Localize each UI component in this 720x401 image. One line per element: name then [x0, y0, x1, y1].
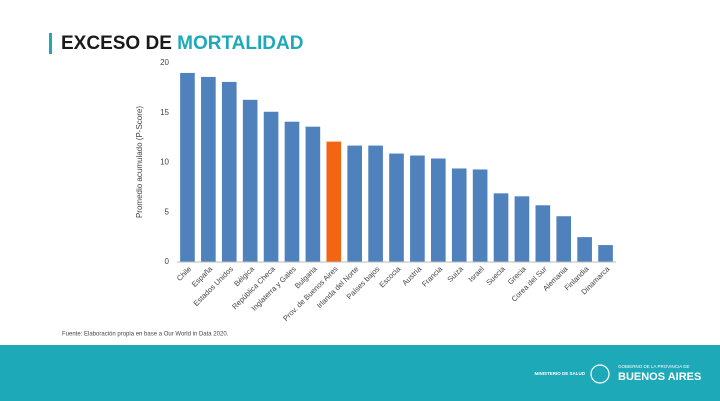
bar: [326, 141, 342, 262]
bar: [472, 169, 488, 262]
bar: [284, 121, 300, 262]
bar: [556, 216, 572, 262]
government-label: GOBIERNO DE LA PROVINCIA DE: [618, 364, 690, 369]
y-tick-label: 15: [160, 108, 169, 117]
title-prefix: EXCESO DE: [61, 33, 172, 54]
bar: [305, 126, 321, 263]
source-note: Fuente: Elaboración propia en base a Our…: [62, 332, 229, 338]
bar: [221, 81, 237, 262]
y-tick-label: 20: [160, 58, 169, 67]
y-tick-label: 10: [160, 158, 169, 167]
title-accent: [49, 33, 52, 54]
bar: [242, 99, 258, 262]
bar: [410, 155, 425, 262]
slide-title: EXCESO DE MORTALIDAD: [61, 33, 303, 54]
ministry-label: MINISTERIO DE SALUD: [534, 371, 585, 376]
bar: [180, 72, 195, 262]
bar: [514, 196, 530, 262]
bar: [493, 193, 509, 262]
bar: [535, 205, 551, 262]
bar: [263, 111, 279, 262]
bar: [451, 168, 467, 262]
bar: [598, 245, 613, 262]
bar: [577, 237, 592, 262]
y-tick-label: 0: [165, 257, 170, 266]
province-label: BUENOS AIRES: [618, 371, 701, 383]
bar: [389, 153, 404, 262]
bar: [368, 145, 383, 262]
y-axis-label: Promedio acumulado (P-Score): [135, 106, 144, 218]
bar: [201, 76, 216, 263]
title-highlight: MORTALIDAD: [177, 33, 303, 54]
bar: [347, 145, 363, 262]
y-tick-label: 5: [165, 207, 170, 216]
logo-icon: [590, 364, 610, 384]
bar: [430, 158, 446, 262]
footer-band: [0, 345, 720, 401]
